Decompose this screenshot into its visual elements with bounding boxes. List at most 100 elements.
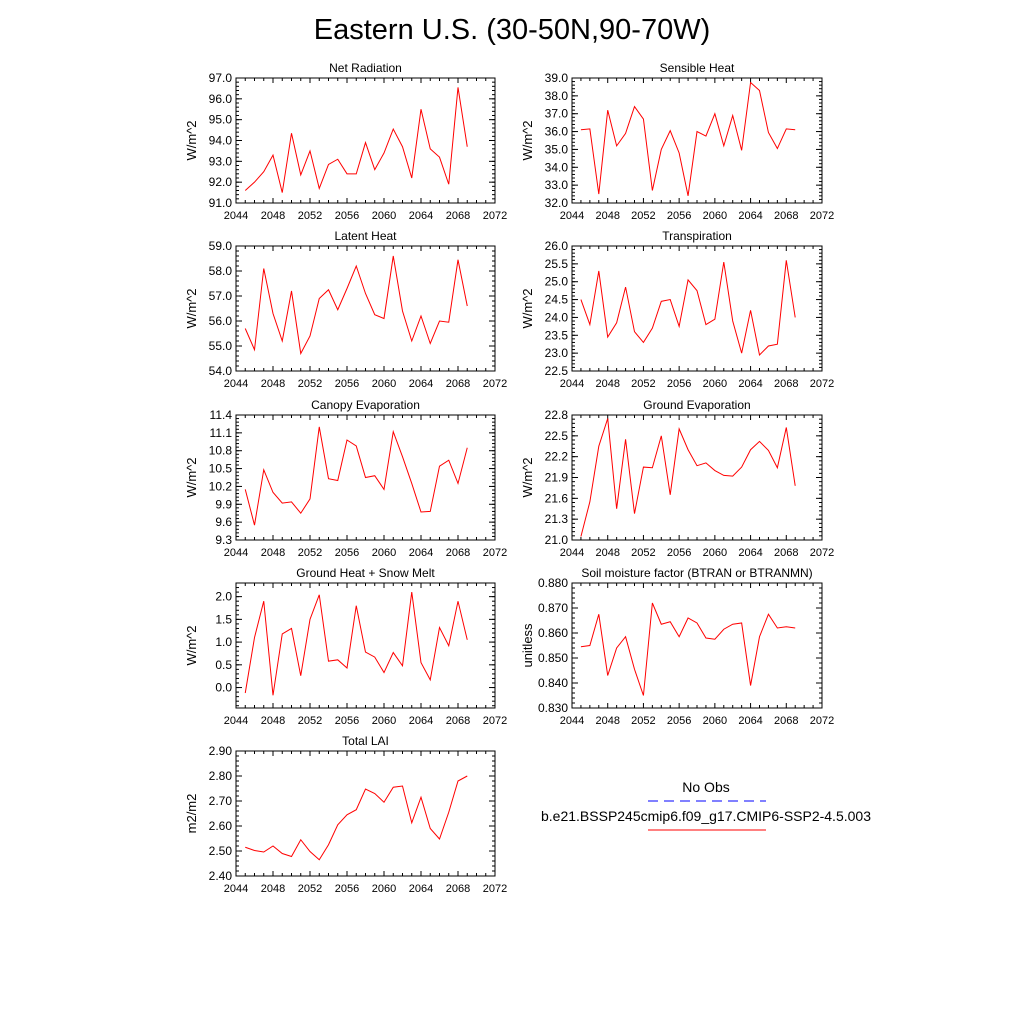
- y-tick-label: 0.830: [538, 701, 568, 715]
- series-line: [580, 602, 796, 696]
- x-tick-label: 2068: [446, 547, 470, 559]
- x-tick-label: 2072: [810, 378, 834, 390]
- y-tick-label: 38.0: [545, 89, 569, 103]
- y-tick-label: 0.860: [538, 626, 568, 640]
- y-tick-label: 39.0: [545, 71, 569, 85]
- x-tick-label: 2052: [298, 883, 322, 895]
- y-tick-label: 2.60: [209, 819, 233, 833]
- panel-title: Ground Heat + Snow Melt: [296, 566, 435, 580]
- y-axis-label: W/m^2: [184, 288, 199, 328]
- x-tick-label: 2060: [372, 210, 396, 222]
- y-tick-label: 57.0: [209, 289, 233, 303]
- y-axis-label: W/m^2: [184, 625, 199, 665]
- y-tick-label: 93.0: [209, 154, 233, 168]
- x-tick-label: 2048: [595, 715, 619, 727]
- y-tick-label: 58.0: [209, 264, 233, 278]
- y-tick-label: 96.0: [209, 92, 233, 106]
- x-tick-label: 2072: [483, 547, 507, 559]
- panel-title: Ground Evaporation: [643, 398, 750, 412]
- x-tick-label: 2068: [446, 378, 470, 390]
- x-tick-label: 2052: [298, 715, 322, 727]
- y-axis-label: m2/m2: [184, 794, 199, 834]
- x-tick-label: 2052: [631, 547, 655, 559]
- panel-title: Sensible Heat: [660, 61, 735, 75]
- x-tick-label: 2060: [372, 378, 396, 390]
- plot-frame: [235, 245, 496, 372]
- panel-3: Transpiration W/m^2 2044 2048 2052 2056 2060 20…: [520, 229, 834, 390]
- y-tick-label: 10.5: [209, 462, 233, 476]
- y-tick-label: 59.0: [209, 239, 233, 253]
- y-tick-label: 91.0: [209, 196, 233, 210]
- y-tick-label: 0.5: [215, 658, 232, 672]
- y-tick-label: 95.0: [209, 113, 233, 127]
- y-tick-label: 11.1: [210, 426, 233, 440]
- x-tick-label: 2048: [261, 210, 285, 222]
- y-tick-label: 1.0: [215, 635, 232, 649]
- y-tick-label: 94.0: [209, 134, 233, 148]
- y-axis-label: W/m^2: [520, 457, 535, 497]
- x-tick-label: 2064: [409, 715, 433, 727]
- y-tick-label: 22.8: [545, 408, 569, 422]
- y-tick-label: 2.0: [215, 590, 232, 604]
- y-tick-label: 22.5: [545, 364, 569, 378]
- legend-obs-label: No Obs: [682, 779, 730, 795]
- x-tick-label: 2044: [560, 547, 584, 559]
- x-tick-label: 2064: [738, 210, 762, 222]
- y-tick-label: 54.0: [209, 364, 233, 378]
- x-tick-label: 2064: [409, 883, 433, 895]
- x-tick-label: 2044: [224, 210, 248, 222]
- panel-0: Net Radiation W/m^2 2044 2048 2052 2056 2060 20…: [184, 61, 507, 222]
- panel-8: Total LAI m2/m2 2044 2048 2052 2056 2060 2064 20…: [184, 734, 507, 895]
- panel-title: Net Radiation: [329, 61, 402, 75]
- x-tick-label: 2060: [703, 378, 727, 390]
- x-tick-label: 2044: [560, 210, 584, 222]
- y-tick-label: 34.0: [545, 160, 569, 174]
- x-tick-label: 2060: [703, 547, 727, 559]
- y-tick-label: 9.9: [215, 497, 232, 511]
- x-tick-label: 2068: [774, 715, 798, 727]
- y-tick-label: 26.0: [545, 239, 569, 253]
- y-tick-label: 23.0: [545, 346, 569, 360]
- y-tick-label: 25.5: [545, 257, 569, 271]
- x-tick-label: 2056: [667, 210, 691, 222]
- y-tick-label: 0.840: [538, 676, 568, 690]
- x-tick-label: 2060: [703, 715, 727, 727]
- x-tick-label: 2044: [224, 715, 248, 727]
- x-tick-label: 2052: [631, 210, 655, 222]
- x-tick-label: 2068: [774, 547, 798, 559]
- plot-frame: [235, 77, 496, 204]
- panel-title: Latent Heat: [334, 229, 397, 243]
- y-tick-label: 92.0: [209, 175, 233, 189]
- x-tick-label: 2056: [335, 210, 359, 222]
- y-tick-label: 37.0: [545, 107, 569, 121]
- plot-frame: [571, 77, 823, 204]
- y-tick-label: 2.80: [209, 769, 233, 783]
- panel-2: Latent Heat W/m^2 2044 2048 2052 2056 2060 2064…: [184, 229, 507, 390]
- series-line: [580, 418, 796, 537]
- x-tick-label: 2068: [446, 883, 470, 895]
- x-tick-label: 2072: [483, 715, 507, 727]
- x-tick-label: 2048: [261, 715, 285, 727]
- x-tick-label: 2060: [372, 715, 396, 727]
- series-line: [580, 81, 796, 196]
- plot-frame: [571, 582, 823, 709]
- x-tick-label: 2072: [810, 547, 834, 559]
- y-tick-label: 10.8: [209, 444, 233, 458]
- y-tick-label: 21.3: [545, 512, 569, 526]
- y-tick-label: 23.5: [545, 328, 569, 342]
- x-tick-label: 2060: [372, 547, 396, 559]
- panel-6: Ground Heat + Snow Melt W/m^2 2044 2048 2052…: [184, 566, 507, 727]
- y-axis-label: W/m^2: [184, 120, 199, 160]
- panel-title: Transpiration: [662, 229, 732, 243]
- y-tick-label: 21.9: [545, 471, 569, 485]
- y-axis-label: W/m^2: [520, 120, 535, 160]
- x-tick-label: 2056: [335, 715, 359, 727]
- x-tick-label: 2044: [560, 715, 584, 727]
- x-tick-label: 2060: [372, 883, 396, 895]
- x-tick-label: 2064: [409, 378, 433, 390]
- y-tick-label: 33.0: [545, 178, 569, 192]
- x-tick-label: 2048: [261, 883, 285, 895]
- panel-title: Canopy Evaporation: [311, 398, 420, 412]
- x-tick-label: 2068: [774, 378, 798, 390]
